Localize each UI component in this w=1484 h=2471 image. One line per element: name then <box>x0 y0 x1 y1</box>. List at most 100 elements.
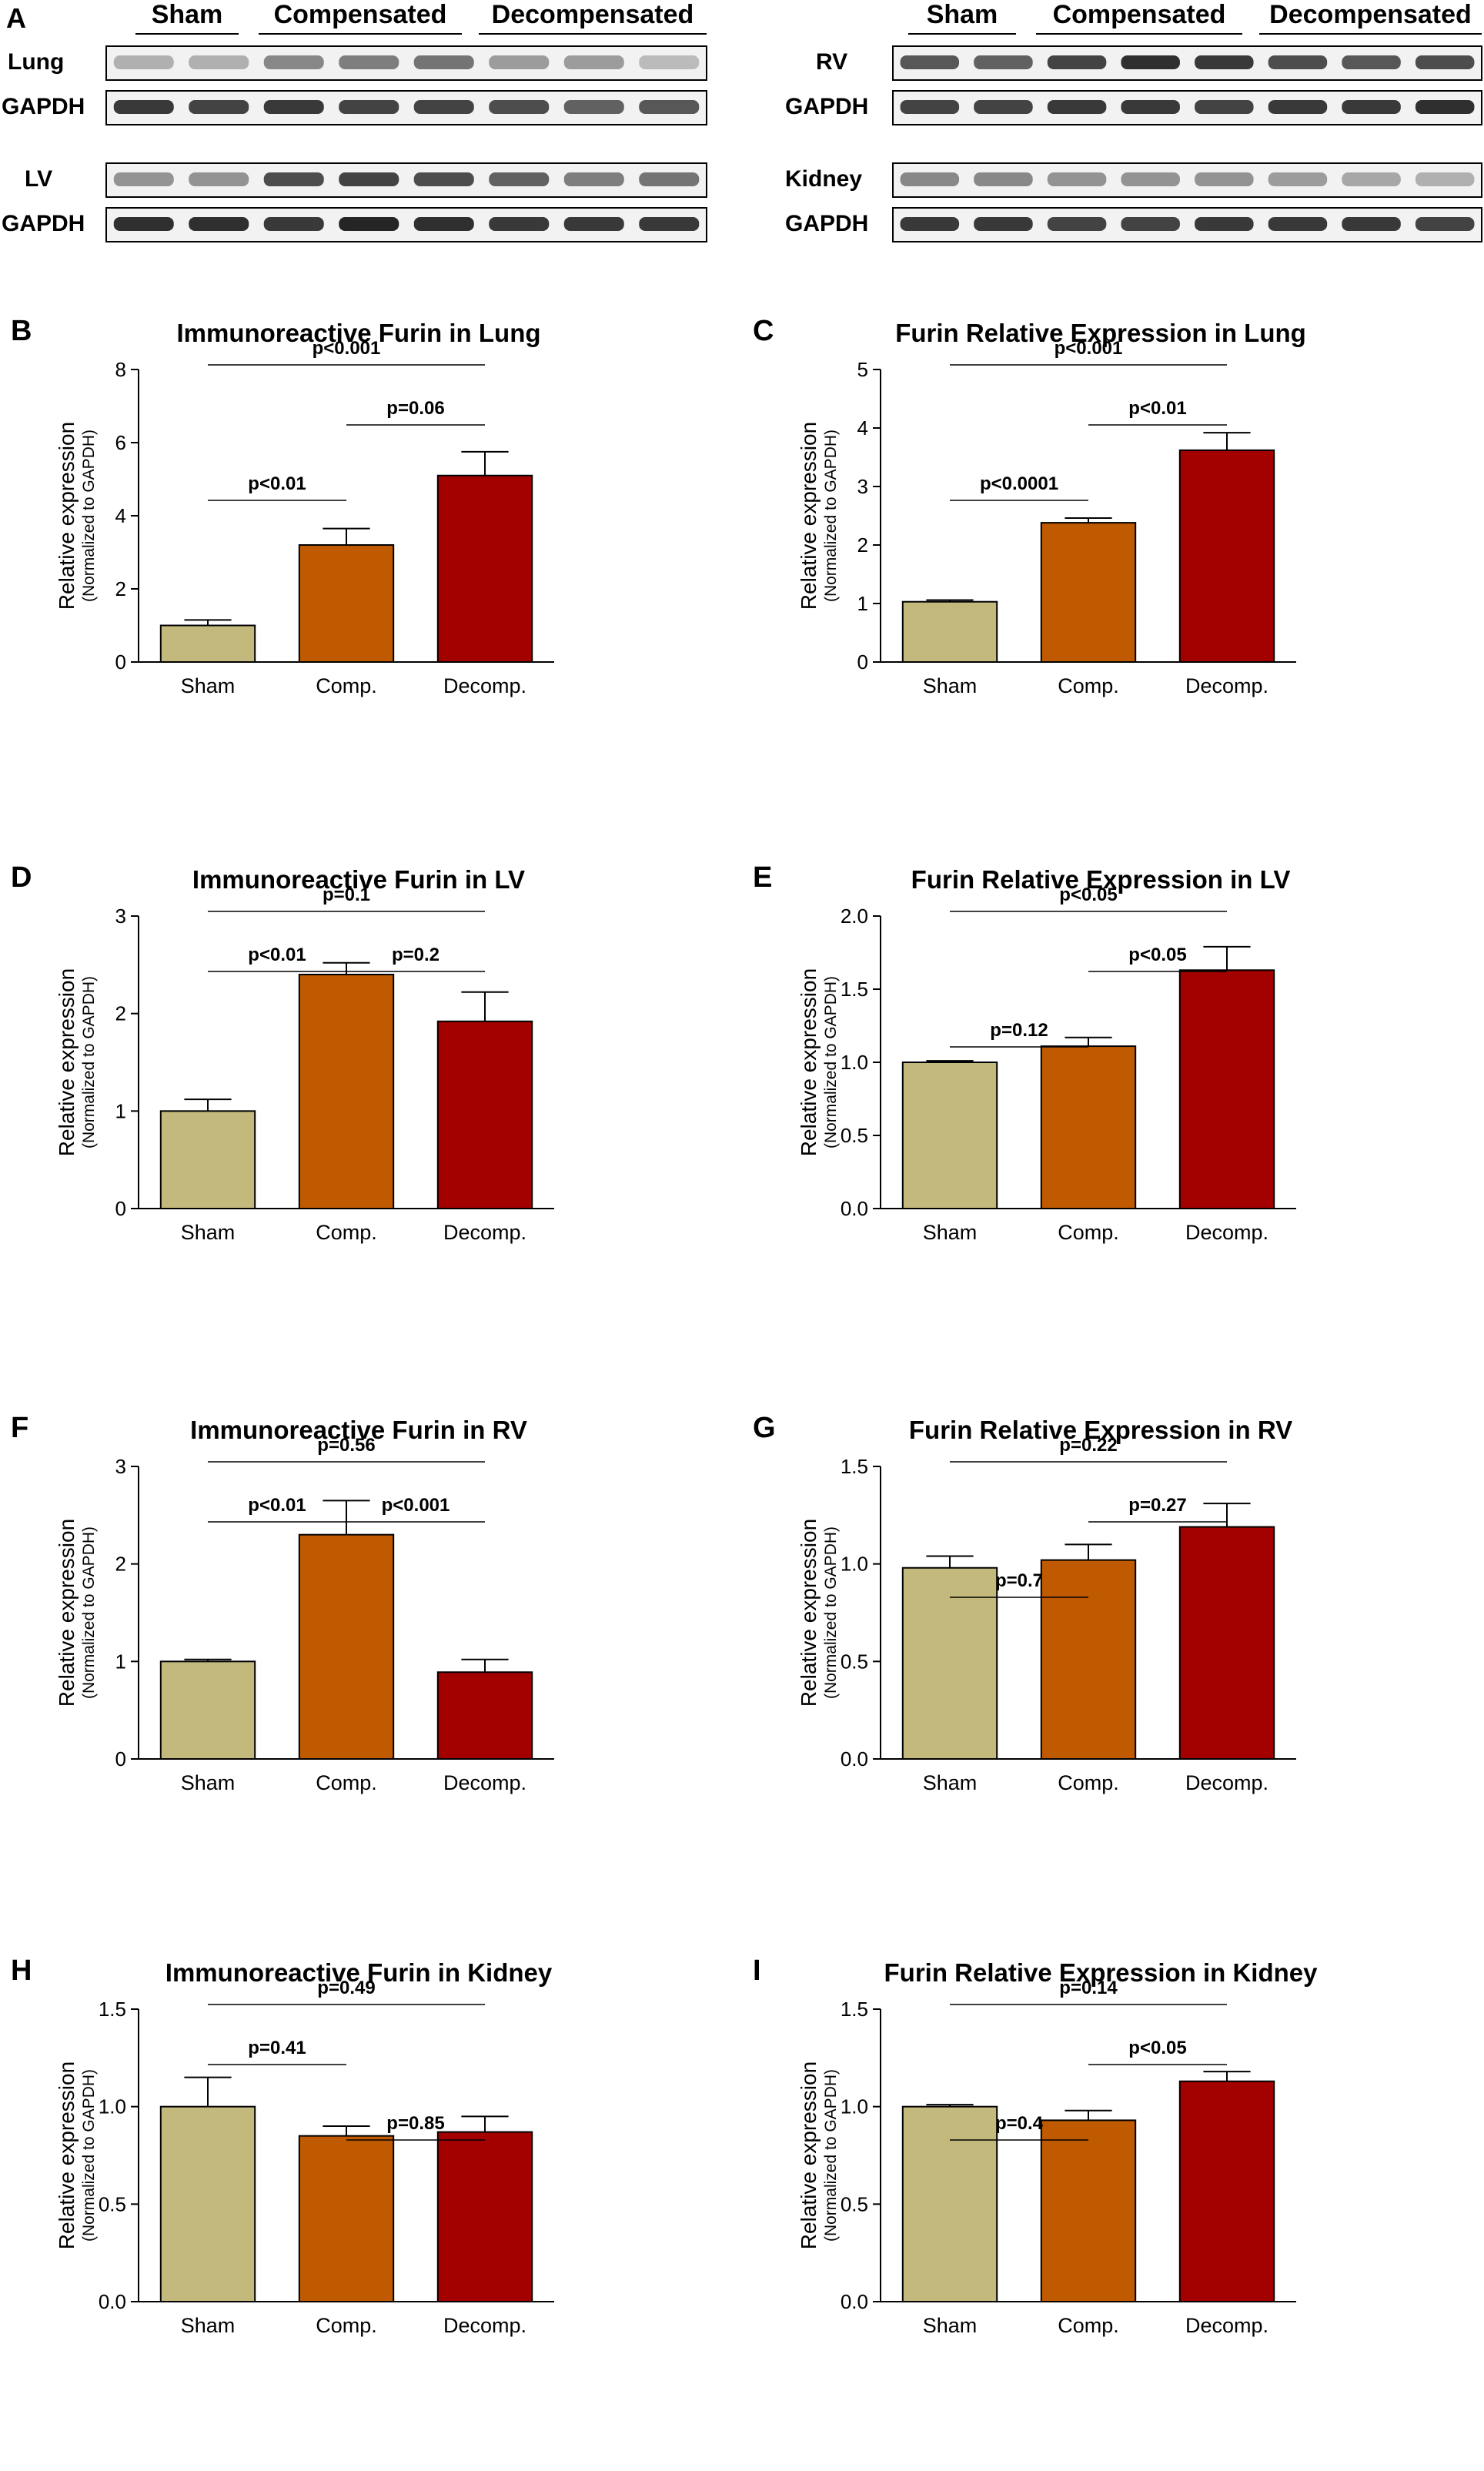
y-tick-label: 0.0 <box>841 1747 868 1770</box>
chart-title: Immunoreactive Furin in LV <box>192 865 525 894</box>
blot-band <box>189 55 249 69</box>
bar-comp <box>1040 522 1137 663</box>
blot-row-label-gapdh-lung: GAPDH <box>2 94 85 119</box>
blot-group-label-1: Compensated <box>1053 0 1226 29</box>
y-tick-label: 0.0 <box>841 1197 868 1220</box>
y-tick-label: 1 <box>115 1099 126 1122</box>
y-tick-label: 2 <box>857 533 868 557</box>
chart-i: I Furin Relative Expression in Kidney 0.0 0… <box>753 1954 1318 2337</box>
blot-band <box>113 100 174 114</box>
bar-decomp <box>1178 969 1275 1210</box>
bar-comp <box>298 974 395 1209</box>
blot-band <box>489 172 550 186</box>
y-axis-label-secondary: (Normalized to GAPDH) <box>80 430 98 602</box>
blot-band <box>189 217 249 231</box>
blot-band <box>413 217 474 231</box>
bar-comp <box>298 544 395 663</box>
chart-b: B Immunoreactive Furin in Lung 0 2 4 6 8 Relati… <box>11 315 554 697</box>
blot-band <box>1121 55 1180 69</box>
x-tick-label: Decomp. <box>443 674 526 697</box>
y-tick-label: 0.5 <box>841 1650 868 1673</box>
y-axis-label: Relative expression <box>55 2061 79 2249</box>
x-tick-label: Sham <box>923 1221 978 1244</box>
y-tick-label: 0 <box>857 650 868 674</box>
blot-band <box>900 55 960 69</box>
y-tick-label: 0.5 <box>841 2192 868 2215</box>
x-tick-label: Comp. <box>316 674 377 697</box>
x-tick-label: Decomp. <box>443 1771 526 1794</box>
blot-band <box>974 100 1033 114</box>
chart-title: Immunoreactive Furin in RV <box>190 1416 527 1444</box>
bar-comp <box>1040 1045 1137 1209</box>
blot-band <box>1195 55 1254 69</box>
chart-c: C Furin Relative Expression in Lung 0 1 2 3 4 5… <box>753 315 1306 697</box>
x-tick-label: Decomp. <box>1185 2314 1268 2337</box>
blot-band <box>413 55 474 69</box>
blot-group-label-0: Sham <box>152 0 223 29</box>
panel-letter-d: D <box>11 861 32 894</box>
panel-letter-g: G <box>753 1412 776 1444</box>
y-tick-label: 2 <box>115 577 126 600</box>
y-axis-label: Relative expression <box>797 422 821 610</box>
p-value-label: p=0.06 <box>386 398 444 419</box>
x-tick-label: Decomp. <box>443 2314 526 2337</box>
blot-band <box>1047 172 1107 186</box>
chart-title: Furin Relative Expression in RV <box>909 1416 1292 1444</box>
x-tick-label: Decomp. <box>1185 1221 1268 1244</box>
y-tick-label: 5 <box>857 358 868 381</box>
y-tick-label: 1.5 <box>841 978 868 1001</box>
bar-decomp <box>436 474 533 663</box>
blot-band <box>489 217 550 231</box>
y-tick-label: 2 <box>115 1553 126 1576</box>
p-value-label: p<0.01 <box>248 1495 306 1516</box>
blot-band <box>1268 172 1328 186</box>
chart-panel-h: H Immunoreactive Furin in Kidney 0.0 0.5 1.0… <box>0 1932 742 2471</box>
chart-panel-e: E Furin Relative Expression in LV 0.0 0.5 1.… <box>742 839 1484 1378</box>
bar-comp <box>1040 2119 1137 2302</box>
p-value-label: p<0.05 <box>1128 945 1186 965</box>
p-value-label: p=0.2 <box>392 945 440 965</box>
chart-panel-i: I Furin Relative Expression in Kidney 0.0 0… <box>742 1932 1484 2471</box>
chart-panel-b: B Immunoreactive Furin in Lung 0 2 4 6 8 Relati… <box>0 293 742 831</box>
blot-row-label-lv: LV <box>25 166 52 192</box>
blot-band <box>563 172 624 186</box>
chart-panel-g: G Furin Relative Expression in RV 0.0 0.5 1.… <box>742 1389 1484 1928</box>
chart-panel-d: D Immunoreactive Furin in LV 0 1 2 3 Relative … <box>0 839 742 1378</box>
blot-band <box>974 55 1033 69</box>
blot-band <box>639 55 700 69</box>
x-tick-label: Comp. <box>316 1221 377 1244</box>
blot-band <box>339 100 399 114</box>
x-tick-label: Decomp. <box>1185 674 1268 697</box>
p-value-label: p<0.001 <box>1055 338 1123 359</box>
chart-e: E Furin Relative Expression in LV 0.0 0.5 1.… <box>753 861 1296 1244</box>
blot-band <box>1121 172 1180 186</box>
y-tick-label: 3 <box>115 904 126 928</box>
blot-band <box>974 217 1033 231</box>
bar-sham <box>901 600 998 663</box>
blot-band <box>563 100 624 114</box>
p-value-label: p<0.01 <box>248 473 306 494</box>
y-tick-label: 2.0 <box>841 904 868 928</box>
y-axis-label-secondary: (Normalized to GAPDH) <box>80 976 98 1149</box>
blot-row-label-gapdh-rv: GAPDH <box>785 94 868 119</box>
p-value-label: p=0.85 <box>386 2113 444 2134</box>
bar-decomp <box>436 1671 533 1760</box>
blot-band <box>489 55 550 69</box>
bar-comp <box>1040 1559 1137 1760</box>
y-axis-label: Relative expression <box>797 968 821 1156</box>
x-tick-label: Comp. <box>1058 674 1119 697</box>
blot-band <box>1047 55 1107 69</box>
p-value-label: p=0.12 <box>990 1020 1048 1041</box>
chart-h: H Immunoreactive Furin in Kidney 0.0 0.5 1.0… <box>11 1954 554 2337</box>
y-tick-label: 6 <box>115 431 126 454</box>
bar-sham <box>159 1110 256 1210</box>
bar-sham <box>901 1567 998 1760</box>
blot-band <box>113 172 174 186</box>
bar-comp <box>298 1533 395 1760</box>
blot-row-label-lung: Lung <box>8 49 64 75</box>
chart-d: D Immunoreactive Furin in LV 0 1 2 3 Relative … <box>11 861 554 1244</box>
y-axis-label: Relative expression <box>797 1519 821 1707</box>
x-tick-label: Sham <box>181 2314 236 2337</box>
bar-decomp <box>1178 1526 1275 1760</box>
blot-band <box>639 172 700 186</box>
